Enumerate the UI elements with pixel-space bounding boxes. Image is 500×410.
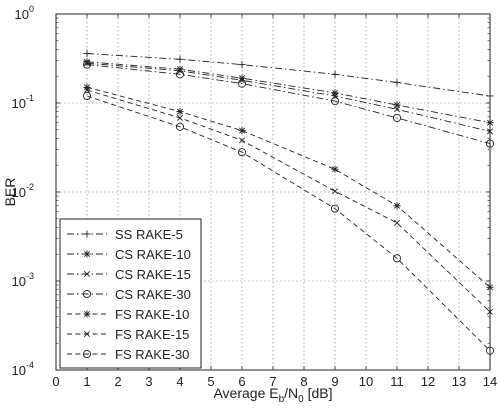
- y-tick-label: 10-2: [12, 182, 34, 200]
- x-tick-label: 4: [176, 374, 183, 389]
- data-point: [176, 108, 184, 116]
- y-tick-label: 10-3: [12, 271, 34, 289]
- data-point: [175, 70, 185, 79]
- x-tick-label: 1: [83, 374, 90, 389]
- legend-label: CS RAKE-10: [115, 247, 191, 262]
- data-point: [393, 106, 401, 113]
- series-line: [86, 86, 491, 288]
- legend-marker-star: [83, 250, 91, 258]
- data-point: [82, 91, 92, 101]
- legend-label: CS RAKE-15: [115, 267, 191, 282]
- data-point: [331, 165, 339, 173]
- x-tick-label: 3: [145, 374, 152, 389]
- data-point: [175, 122, 185, 131]
- data-point: [238, 137, 246, 144]
- legend-item: CS RAKE-30: [67, 287, 191, 302]
- legend-marker-x: [83, 330, 91, 338]
- legend-label: FS RAKE-10: [115, 307, 189, 322]
- data-point: [176, 114, 184, 121]
- data-point: [330, 204, 340, 213]
- data-point: [330, 97, 340, 106]
- x-tick-label: 11: [390, 374, 404, 389]
- y-tick-label: 10-1: [12, 93, 34, 111]
- legend-label: CS RAKE-30: [115, 287, 191, 302]
- data-point: [237, 79, 247, 88]
- x-axis-title: Average Eb/N0 [dB]: [213, 385, 332, 405]
- legend-marker-circle: [82, 349, 92, 359]
- y-tick-label: 100: [15, 4, 34, 22]
- x-axis-ticks: 0 1 2 3 4 5 6 7 8 9 10 11 12 13 14: [52, 14, 497, 389]
- legend-label: SS RAKE-5: [115, 227, 183, 242]
- series-ss-rake-5: [83, 49, 494, 100]
- series-line: [86, 64, 491, 145]
- data-point: [82, 60, 92, 69]
- data-point: [392, 254, 402, 263]
- x-tick-label: 6: [238, 374, 245, 389]
- data-point: [83, 86, 91, 94]
- y-tick-label: 10-4: [12, 360, 34, 378]
- legend-item: FS RAKE-30: [67, 347, 189, 362]
- legend-item: SS RAKE-5: [67, 227, 183, 242]
- series-cs-rake-15: [83, 60, 494, 135]
- series-group: [82, 49, 495, 355]
- y-axis-ticks: 100 10-1 10-2 10-3 10-4: [12, 4, 490, 378]
- x-tick-label: 12: [421, 374, 435, 389]
- data-point: [83, 49, 91, 58]
- x-tick-label: 0: [52, 374, 59, 389]
- data-point: [331, 70, 339, 78]
- legend-marker-plus: [83, 230, 91, 238]
- legend-item: FS RAKE-15: [67, 327, 189, 342]
- data-point: [238, 126, 246, 135]
- series-line: [86, 53, 491, 97]
- legend-label: FS RAKE-15: [115, 327, 189, 342]
- data-point: [393, 202, 401, 210]
- x-tick-label: 2: [114, 374, 121, 389]
- x-tick-label: 8: [300, 374, 307, 389]
- legend-item: FS RAKE-10: [67, 307, 189, 322]
- legend-label: FS RAKE-30: [115, 347, 189, 362]
- series-cs-rake-30: [82, 60, 495, 148]
- legend-marker-star: [83, 310, 91, 318]
- legend-item: CS RAKE-10: [67, 247, 191, 262]
- series-line: [86, 95, 491, 351]
- series-fs-rake-10: [83, 83, 494, 291]
- data-point: [393, 101, 401, 109]
- data-point: [237, 148, 247, 157]
- legend-marker-x: [83, 270, 91, 278]
- series-line: [86, 61, 491, 124]
- series-line: [86, 62, 491, 132]
- x-tick-label: 10: [359, 374, 373, 389]
- legend-marker-circle: [82, 289, 92, 299]
- legend: SS RAKE-5 CS RAKE-10 CS RAKE-15 CS RAKE-30 F…: [59, 218, 202, 369]
- y-axis-title: BER: [2, 178, 18, 207]
- x-tick-label: 5: [207, 374, 214, 389]
- x-tick-label: 7: [269, 374, 276, 389]
- data-point: [331, 188, 339, 195]
- data-point: [393, 219, 401, 226]
- series-line: [86, 89, 491, 313]
- x-tick-label: 13: [452, 374, 466, 389]
- x-tick-label: 14: [483, 374, 497, 389]
- legend-item: CS RAKE-15: [67, 267, 191, 282]
- x-tick-label: 9: [331, 374, 338, 389]
- data-point: [176, 55, 184, 63]
- data-point: [392, 113, 402, 122]
- data-point: [238, 61, 246, 69]
- data-point: [393, 78, 401, 87]
